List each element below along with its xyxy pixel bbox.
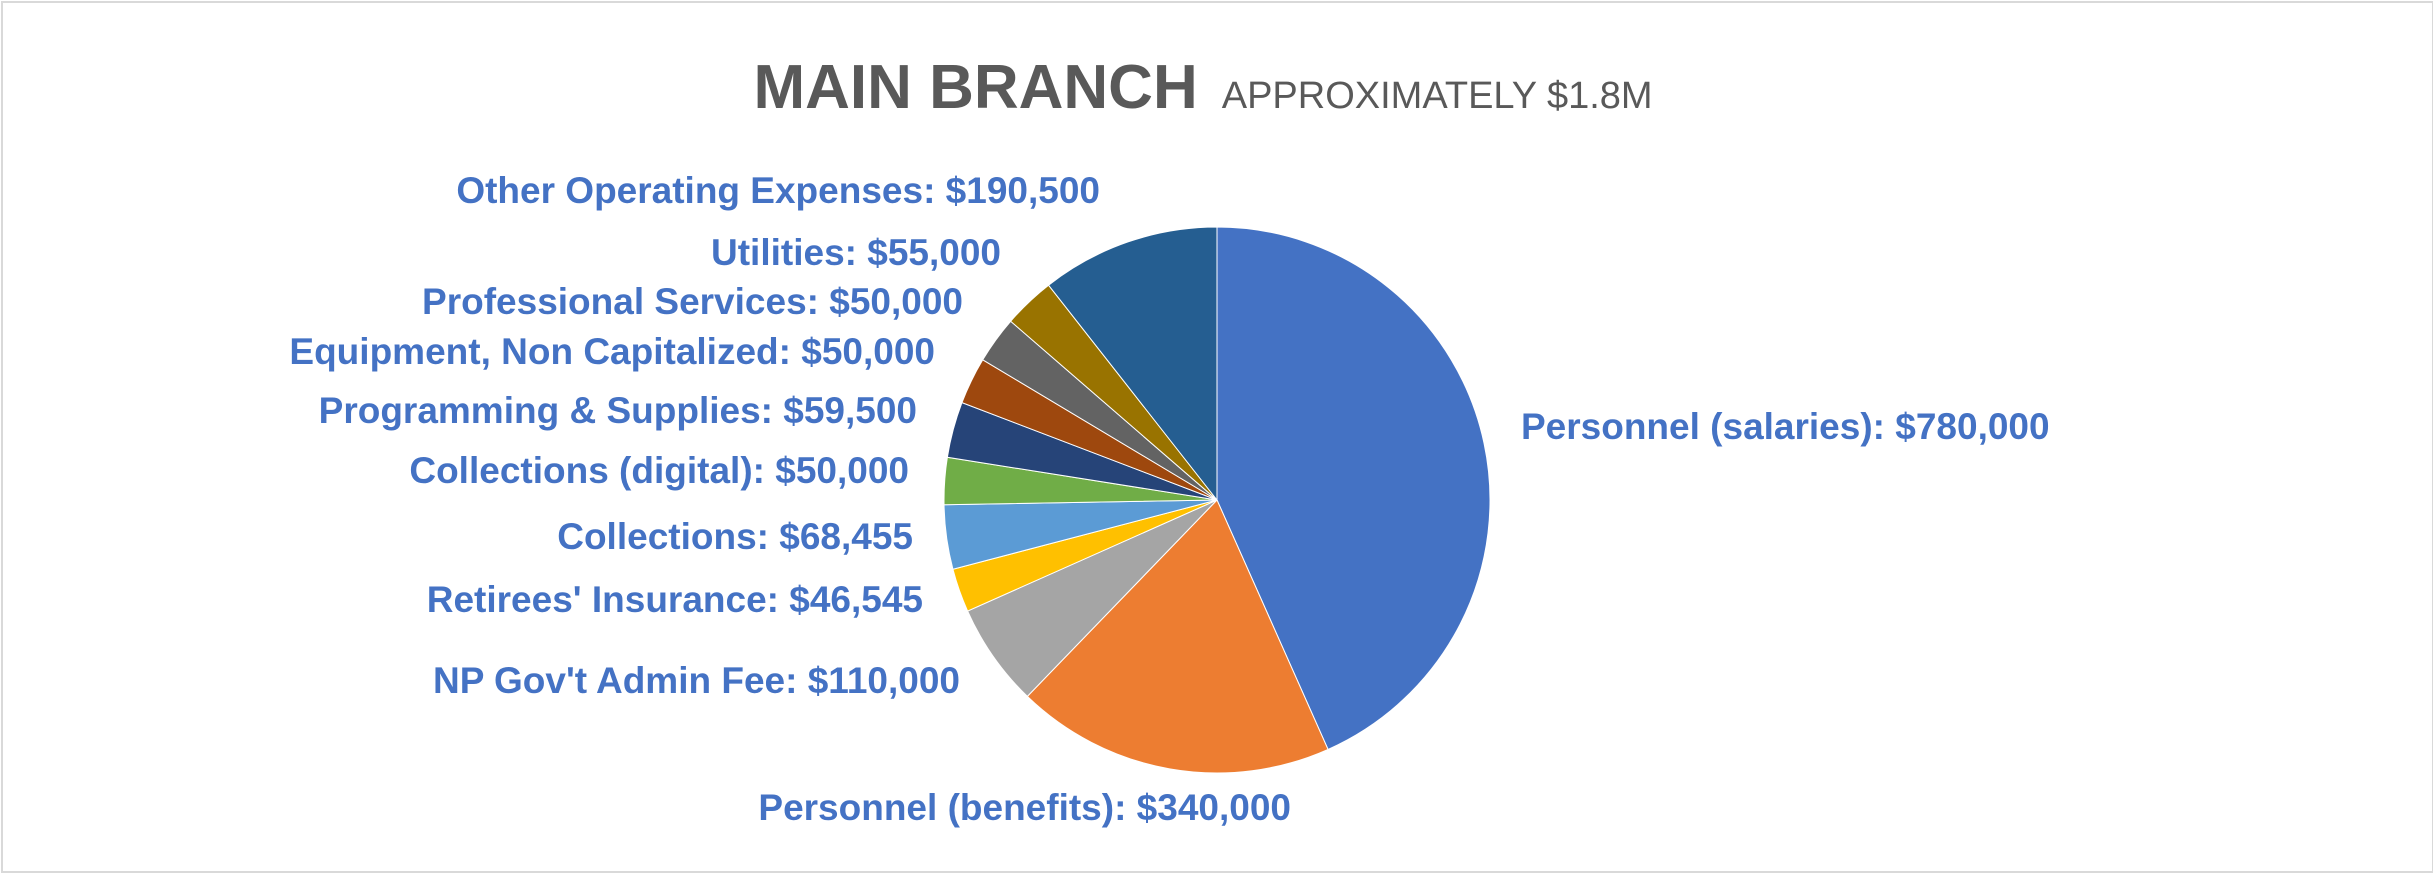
chart-title: MAIN BRANCH	[753, 53, 1197, 122]
pie-slice-2	[1026, 499, 1329, 774]
pie-slice-11	[1047, 226, 1218, 502]
slice-label-11: Other Operating Expenses: $190,500	[456, 170, 1100, 211]
chart-title-group: MAIN BRANCH APPROXIMATELY $1.8M	[753, 53, 1652, 122]
pie-slices	[943, 226, 1491, 774]
slice-label-10: Utilities: $55,000	[711, 232, 1001, 273]
slice-label-9: Professional Services: $50,000	[422, 281, 963, 322]
slice-label-6: Collections (digital): $50,000	[409, 450, 909, 491]
pie-slice-1	[1216, 226, 1491, 751]
pie-labels: Personnel (salaries): $780,000 Personnel …	[289, 170, 2049, 828]
slice-label-1: Personnel (salaries): $780,000	[1521, 406, 2050, 447]
pie-chart: MAIN BRANCH APPROXIMATELY $1.8M Personne…	[289, 53, 2049, 828]
slice-label-2: Personnel (benefits): $340,000	[758, 787, 1291, 828]
slice-label-5: Collections: $68,455	[557, 516, 913, 557]
chart-subtitle: APPROXIMATELY $1.8M	[1222, 75, 1653, 117]
slice-label-4: Retirees' Insurance: $46,545	[427, 579, 923, 620]
slice-label-7: Programming & Supplies: $59,500	[319, 390, 917, 431]
slice-label-8: Equipment, Non Capitalized: $50,000	[289, 331, 935, 372]
slice-label-3: NP Gov't Admin Fee: $110,000	[433, 660, 960, 701]
